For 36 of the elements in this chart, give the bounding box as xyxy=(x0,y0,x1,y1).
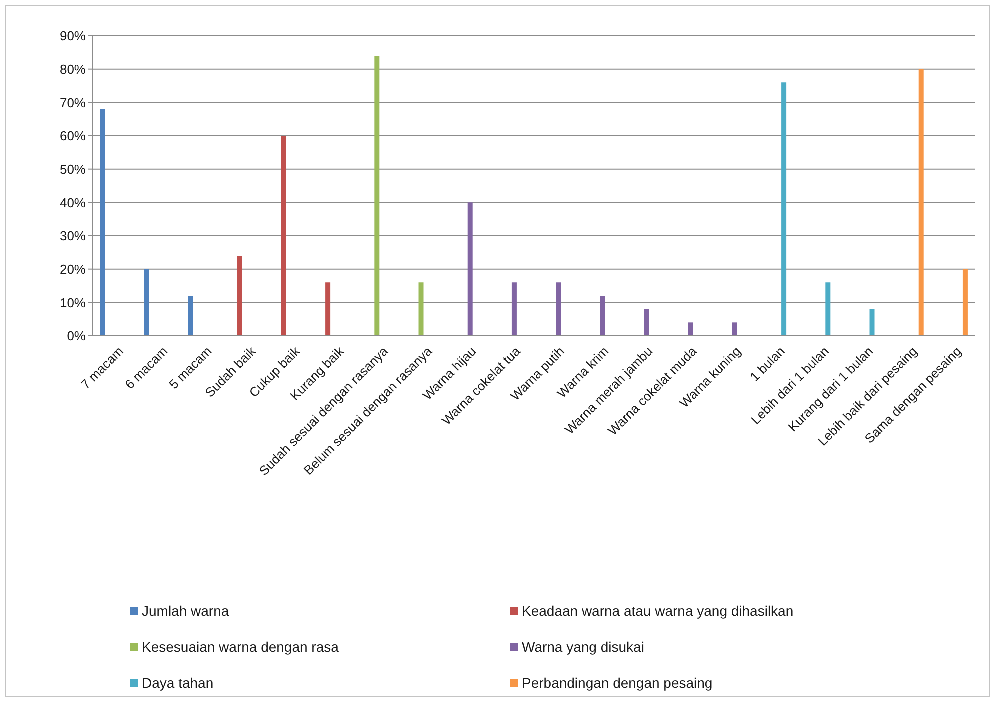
bar xyxy=(600,296,606,336)
bar xyxy=(962,269,968,336)
bar xyxy=(918,69,924,336)
bar xyxy=(826,282,831,336)
y-tick-label: 20% xyxy=(60,262,86,277)
bar xyxy=(374,56,380,336)
legend-label: Perbandingan dengan pesaing xyxy=(522,675,713,691)
y-tick-label: 80% xyxy=(60,62,86,77)
bar xyxy=(237,256,242,336)
bar xyxy=(144,269,150,336)
bar xyxy=(418,282,424,336)
legend-label: Kesesuaian warna dengan rasa xyxy=(142,639,339,655)
bar xyxy=(188,296,194,336)
legend-label: Keadaan warna atau warna yang dihasilkan xyxy=(522,603,794,619)
bar xyxy=(732,322,738,336)
legend-label: Jumlah warna xyxy=(142,603,230,619)
bar xyxy=(100,109,106,336)
bar xyxy=(556,282,562,336)
y-tick-label: 60% xyxy=(60,128,86,144)
y-tick-label: 50% xyxy=(60,162,86,177)
y-tick-label: 70% xyxy=(60,95,86,110)
bar xyxy=(512,282,517,336)
y-tick-label: 10% xyxy=(60,295,86,310)
bar xyxy=(281,136,286,336)
bar xyxy=(326,282,331,336)
y-tick-label: 30% xyxy=(60,228,86,244)
y-tick-label: 0% xyxy=(67,328,86,344)
bar xyxy=(870,309,875,336)
legend-label: Daya tahan xyxy=(142,675,214,691)
y-tick-label: 40% xyxy=(60,195,86,210)
bar xyxy=(782,82,787,336)
bar xyxy=(688,322,694,336)
bar xyxy=(644,309,650,336)
legend-label: Warna yang disukai xyxy=(522,639,644,655)
bar xyxy=(468,202,473,336)
y-tick-label: 90% xyxy=(60,28,86,44)
